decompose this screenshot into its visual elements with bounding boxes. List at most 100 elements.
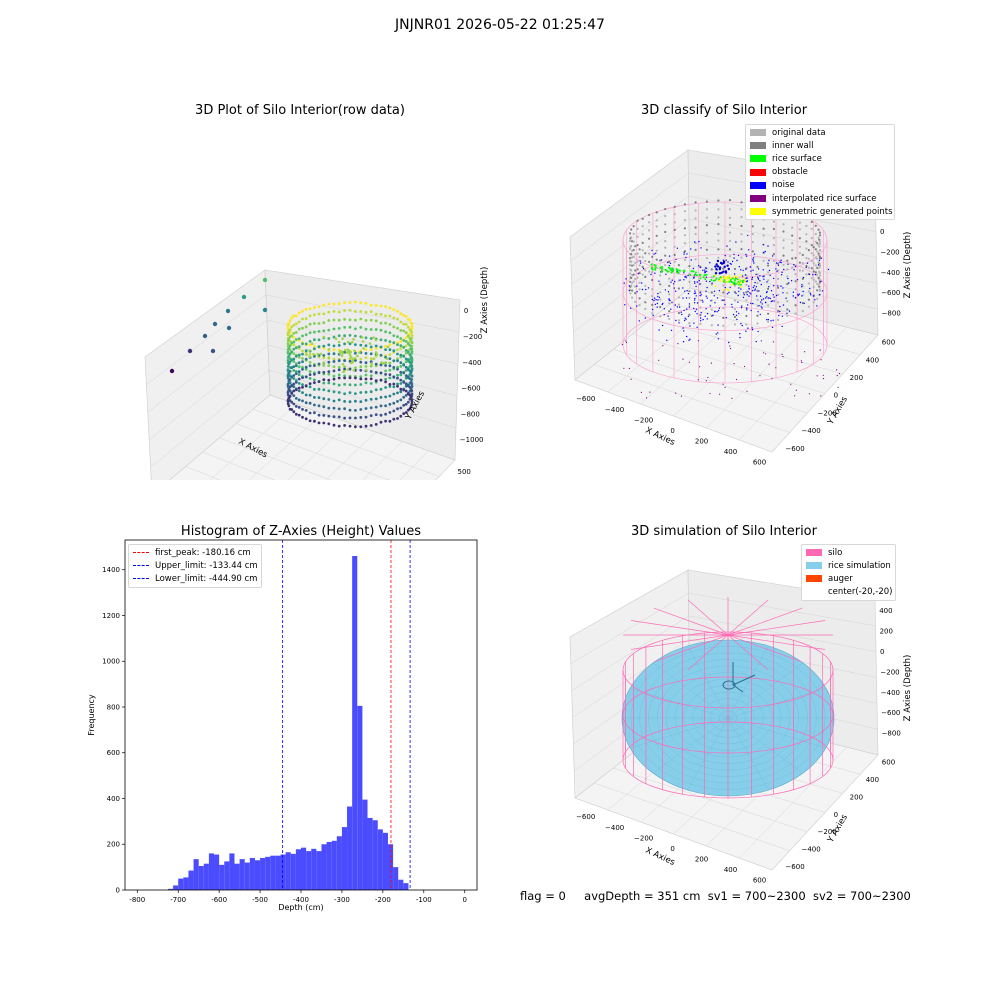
raw-point bbox=[404, 351, 408, 355]
classify-wall-point bbox=[817, 261, 820, 264]
classify-interpolated-point bbox=[658, 359, 660, 361]
raw-point bbox=[364, 327, 368, 331]
classify-noise-point bbox=[676, 306, 678, 308]
classify-noise-point bbox=[787, 263, 789, 265]
classify-noise-point bbox=[780, 274, 783, 276]
classify-noise-point bbox=[746, 309, 748, 311]
classify-wall-point bbox=[812, 285, 815, 288]
raw-point bbox=[313, 419, 316, 423]
histogram-legend-label: Lower_limit: -444.90 cm bbox=[155, 573, 258, 584]
cls-grid-line bbox=[574, 264, 690, 357]
classify-noise-point bbox=[700, 312, 702, 314]
raw-point bbox=[404, 331, 408, 335]
classify-wall-point bbox=[810, 267, 813, 270]
classify-noise-point bbox=[793, 264, 795, 266]
classify-noise-point bbox=[726, 293, 729, 295]
classify-noise-point bbox=[814, 273, 817, 276]
cls-y-tick: 400 bbox=[866, 356, 879, 364]
raw-outlier-point bbox=[187, 348, 193, 354]
classify-wall-point bbox=[705, 216, 708, 219]
raw-point bbox=[369, 348, 373, 351]
classify-wall-point bbox=[644, 284, 647, 287]
raw-z-tick: 0 bbox=[464, 307, 468, 315]
raw-point bbox=[301, 408, 304, 411]
classify-wall-point bbox=[816, 289, 819, 292]
raw-point bbox=[343, 383, 346, 386]
classify-wall-point bbox=[634, 292, 637, 295]
cls-y-tick: 600 bbox=[882, 339, 895, 347]
raw-point bbox=[384, 361, 387, 365]
classify-noise-point bbox=[736, 259, 738, 262]
classify-wall-point bbox=[694, 248, 697, 251]
classify-noise-point bbox=[706, 286, 708, 289]
classify-wall-point bbox=[818, 274, 822, 277]
classify-wall-point bbox=[664, 214, 667, 218]
raw-outlier-point bbox=[262, 307, 268, 313]
classify-wall-point bbox=[733, 290, 736, 294]
classify-wall-point bbox=[655, 234, 658, 237]
raw-point bbox=[292, 394, 296, 397]
raw-point bbox=[369, 360, 373, 364]
raw-point bbox=[388, 368, 392, 372]
classify-wall-point bbox=[705, 200, 708, 203]
classify-noise-point bbox=[692, 267, 695, 270]
classify-wall-point bbox=[638, 264, 641, 267]
classify-noise-point bbox=[709, 262, 711, 264]
raw-point bbox=[408, 393, 412, 397]
raw-point bbox=[292, 331, 296, 335]
classify-wall-point bbox=[817, 243, 820, 246]
classify-wall-point bbox=[818, 238, 821, 241]
cls-y-tick: −200 bbox=[818, 409, 837, 417]
raw-grid-line bbox=[209, 404, 297, 480]
raw-point bbox=[297, 370, 301, 374]
classify-noise-point bbox=[682, 297, 684, 299]
classify-noise-point bbox=[801, 286, 803, 288]
raw-point bbox=[343, 301, 346, 304]
classify-wall-point bbox=[733, 299, 736, 302]
classify-noise-point bbox=[684, 290, 686, 292]
classify-noise-point bbox=[740, 323, 742, 325]
raw-point bbox=[327, 381, 331, 385]
raw-point bbox=[322, 329, 326, 333]
raw-point bbox=[332, 399, 336, 403]
classify-noise-point bbox=[724, 286, 726, 289]
classify-wall-point bbox=[817, 228, 820, 231]
raw-point bbox=[301, 357, 304, 360]
raw-point bbox=[396, 317, 399, 321]
raw-point bbox=[327, 343, 331, 347]
classify-wall-point bbox=[767, 271, 770, 274]
raw-point bbox=[410, 334, 414, 337]
classify-noise-point bbox=[777, 285, 779, 287]
classify-noise-point bbox=[754, 281, 756, 284]
classify-noise-point bbox=[733, 257, 735, 259]
classify-noise-point bbox=[751, 327, 753, 329]
classify-wall-point bbox=[673, 213, 676, 216]
raw-point bbox=[346, 368, 350, 371]
classify-noise-point bbox=[748, 288, 750, 290]
classify-noise-point bbox=[699, 295, 701, 297]
raw-grid-line bbox=[265, 294, 460, 333]
cls-grid-line bbox=[572, 218, 690, 309]
raw-point bbox=[364, 381, 368, 385]
rice-surface-mesh-line bbox=[687, 645, 729, 719]
classify-noise-point bbox=[714, 302, 716, 304]
raw-point bbox=[287, 388, 291, 392]
classify-noise-point bbox=[731, 260, 734, 263]
classify-noise-point bbox=[814, 299, 816, 301]
raw-point bbox=[365, 368, 368, 372]
classify-wall-point bbox=[722, 307, 725, 310]
classify-noise-point bbox=[686, 253, 688, 255]
classify-noise-point bbox=[768, 269, 771, 272]
raw-point bbox=[406, 334, 410, 338]
classify-symmetric-point bbox=[739, 274, 742, 277]
classify-noise-point bbox=[698, 265, 700, 267]
raw-point bbox=[410, 347, 414, 351]
raw-z-tick: −600 bbox=[461, 385, 480, 393]
raw-point bbox=[313, 411, 316, 415]
raw-grid-line bbox=[169, 394, 271, 480]
raw-point bbox=[332, 348, 336, 352]
raw-point bbox=[288, 360, 292, 364]
raw-grid-line bbox=[146, 294, 267, 385]
